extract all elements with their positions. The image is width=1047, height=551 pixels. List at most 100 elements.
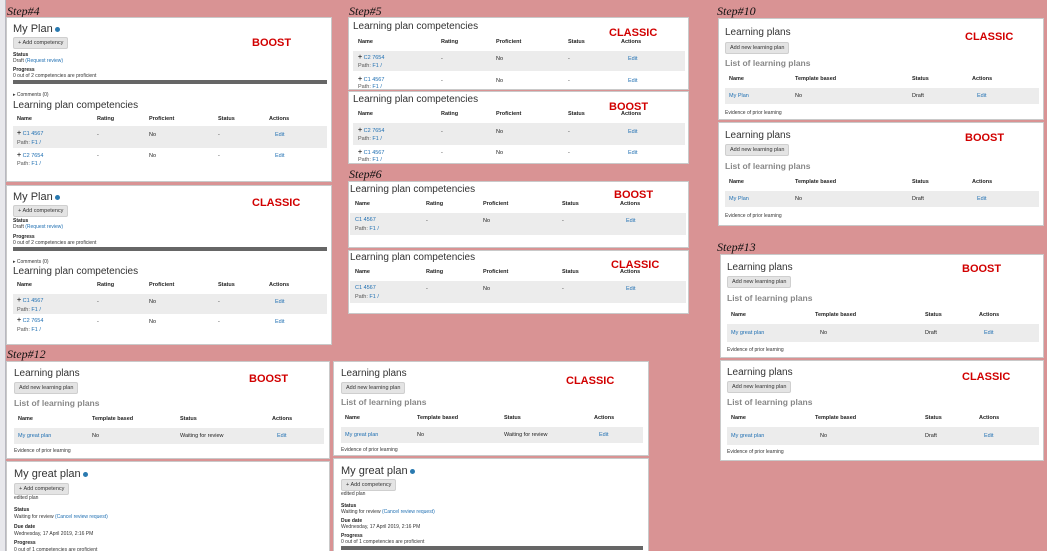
evidence-link[interactable]: Evidence of prior learning	[341, 447, 398, 453]
plan-link[interactable]: My great plan	[18, 433, 52, 439]
add-new-plan-button[interactable]: Add new learning plan	[725, 42, 790, 54]
edit-link[interactable]: Edit	[984, 330, 994, 336]
path-link[interactable]: F1 /	[369, 294, 379, 300]
competency-link[interactable]: C1 4567	[363, 77, 385, 83]
competency-link[interactable]: C2 7654	[22, 318, 44, 324]
plan-link[interactable]: My great plan	[731, 330, 765, 336]
add-competency-button[interactable]: + Add competency	[14, 483, 70, 495]
add-new-plan-button[interactable]: Add new learning plan	[727, 276, 792, 288]
edit-link[interactable]: Edit	[275, 299, 285, 305]
comments-toggle[interactable]: ▸ Comments (0)	[13, 259, 49, 265]
expand-icon[interactable]: +	[17, 297, 22, 304]
plan-description: edited plan	[14, 495, 39, 501]
edit-link[interactable]: Edit	[277, 433, 287, 439]
edit-link[interactable]: Edit	[275, 319, 285, 325]
edit-link[interactable]: Edit	[599, 432, 609, 438]
status-value: -	[562, 286, 564, 292]
path-link[interactable]: F1 /	[31, 307, 41, 313]
competency-link[interactable]: C2 7654	[363, 128, 385, 134]
competency-link[interactable]: C1 4567	[363, 150, 385, 156]
cancel-review-link[interactable]: (Cancel review request)	[54, 514, 108, 520]
table-header: Name Rating Proficient Status Actions	[350, 201, 686, 211]
plan-link[interactable]: My Plan	[729, 196, 749, 202]
expand-icon[interactable]: +	[17, 130, 22, 137]
path-link[interactable]: F1 /	[31, 327, 41, 333]
cancel-review-link[interactable]: (Cancel review request)	[381, 509, 435, 515]
edit-link[interactable]: Edit	[628, 129, 638, 135]
status-text: Draft	[13, 58, 24, 64]
add-competency-button[interactable]: + Add competency	[13, 205, 69, 217]
request-review-link[interactable]: (Request review)	[25, 58, 64, 64]
proficient-value: No	[149, 153, 157, 159]
competency-link[interactable]: C1 4567	[355, 285, 376, 291]
proficient-value: No	[496, 56, 504, 62]
edit-link[interactable]: Edit	[628, 56, 638, 62]
step13-boost-panel: BOOST Learning plans Add new learning pl…	[720, 254, 1044, 358]
edit-link[interactable]: Edit	[275, 132, 285, 138]
evidence-link[interactable]: Evidence of prior learning	[727, 449, 784, 455]
plus-icon: +	[19, 486, 24, 492]
path-link[interactable]: F1 /	[372, 63, 382, 69]
edit-link[interactable]: Edit	[628, 78, 638, 84]
col-name: Name	[729, 76, 744, 82]
expand-icon[interactable]: +	[358, 149, 363, 156]
add-new-plan-button[interactable]: Add new learning plan	[14, 382, 79, 394]
competency-link[interactable]: C1 4567	[22, 298, 44, 304]
status-text: Waiting for review	[341, 509, 381, 515]
plan-link[interactable]: My great plan	[345, 432, 379, 438]
plans-table: Name Template based Status Actions My gr…	[341, 415, 643, 443]
progress-bar	[13, 80, 327, 84]
path-link[interactable]: F1 /	[31, 161, 41, 167]
edit-link[interactable]: Edit	[977, 93, 987, 99]
progress-text: 0 out of 1 competencies are proficient	[341, 539, 425, 545]
path-link[interactable]: F1 /	[31, 140, 41, 146]
path-link[interactable]: F1 /	[372, 136, 382, 142]
path-link[interactable]: F1 /	[372, 84, 382, 90]
status-value: Waiting for review	[504, 432, 548, 438]
evidence-link[interactable]: Evidence of prior learning	[725, 110, 782, 116]
expand-icon[interactable]: +	[17, 152, 22, 159]
col-proficient: Proficient	[483, 269, 509, 275]
status-value: -	[568, 78, 570, 84]
lp-competencies-heading: Learning plan competencies	[353, 94, 479, 105]
edit-link[interactable]: Edit	[626, 218, 636, 224]
list-of-plans-heading: List of learning plans	[725, 161, 811, 171]
evidence-link[interactable]: Evidence of prior learning	[14, 448, 71, 454]
expand-icon[interactable]: +	[358, 76, 363, 83]
evidence-link[interactable]: Evidence of prior learning	[727, 347, 784, 353]
plan-link[interactable]: My great plan	[731, 433, 765, 439]
col-actions: Actions	[620, 269, 641, 275]
path-link[interactable]: F1 /	[369, 226, 379, 232]
add-new-plan-button[interactable]: Add new learning plan	[341, 382, 406, 394]
col-name: Name	[17, 116, 32, 122]
request-review-link[interactable]: (Request review)	[25, 224, 64, 230]
edit-link[interactable]: Edit	[628, 150, 638, 156]
plan-link[interactable]: My Plan	[729, 93, 749, 99]
proficient-value: No	[496, 78, 504, 84]
expand-icon[interactable]: +	[17, 317, 22, 324]
competency-link[interactable]: C2 7654	[22, 153, 44, 159]
competency-link[interactable]: C1 4567	[355, 217, 376, 223]
edit-link[interactable]: Edit	[626, 286, 636, 292]
competency-link[interactable]: C1 4567	[22, 131, 44, 137]
add-competency-button[interactable]: + Add competency	[13, 37, 69, 49]
comments-toggle[interactable]: ▸ Comments (0)	[13, 92, 49, 98]
competency-table: Name Rating Proficient Status Actions + …	[353, 111, 685, 163]
info-icon	[82, 471, 88, 477]
competency-link[interactable]: C2 7654	[363, 55, 385, 61]
add-new-plan-button[interactable]: Add new learning plan	[727, 381, 792, 393]
expand-icon[interactable]: +	[358, 54, 363, 61]
add-competency-button[interactable]: + Add competency	[341, 479, 397, 491]
path-link[interactable]: F1 /	[372, 157, 382, 163]
evidence-link[interactable]: Evidence of prior learning	[725, 213, 782, 219]
add-new-plan-button[interactable]: Add new learning plan	[725, 144, 790, 156]
step5-classic-panel: CLASSIC Learning plan competencies Name …	[348, 17, 689, 90]
edit-link[interactable]: Edit	[984, 433, 994, 439]
expand-icon[interactable]: +	[358, 127, 363, 134]
progress-text: 0 out of 1 competencies are proficient	[14, 547, 98, 551]
col-status: Status	[562, 269, 579, 275]
edit-link[interactable]: Edit	[977, 196, 987, 202]
edit-link[interactable]: Edit	[275, 153, 285, 159]
status-value: Draft (Request review)	[13, 58, 63, 64]
status-text: Waiting for review	[14, 514, 54, 520]
